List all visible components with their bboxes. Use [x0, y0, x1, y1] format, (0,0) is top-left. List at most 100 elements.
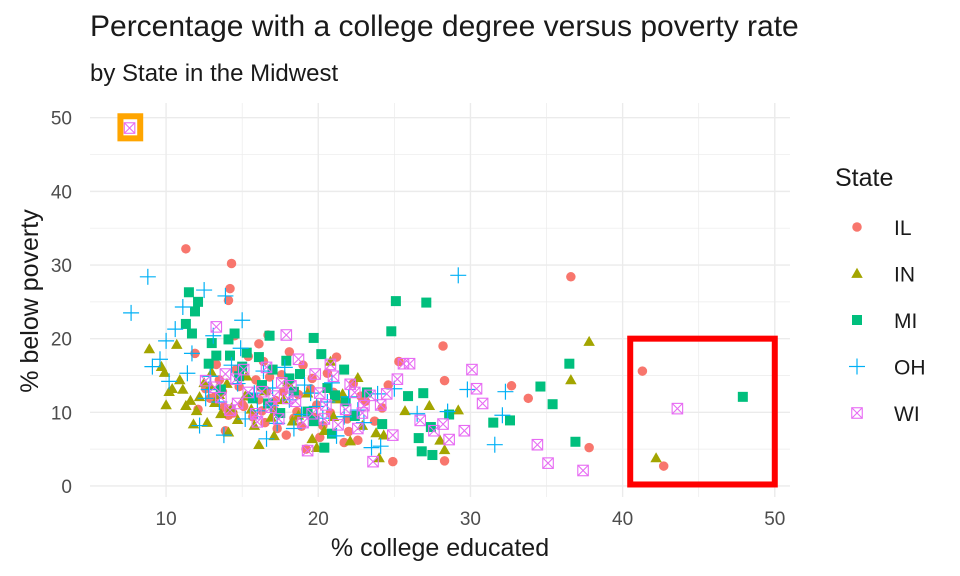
data-point — [199, 374, 212, 387]
data-point — [270, 395, 281, 406]
data-point — [320, 399, 332, 411]
data-point — [444, 409, 455, 420]
data-point — [428, 424, 440, 437]
data-point — [542, 457, 554, 469]
data-point — [377, 419, 388, 430]
data-point — [123, 122, 136, 134]
x-tick-label: 40 — [612, 509, 633, 530]
data-point — [352, 422, 364, 435]
data-point — [193, 296, 204, 307]
data-point — [438, 341, 448, 351]
data-point — [160, 399, 172, 410]
data-point — [324, 358, 337, 371]
data-point — [318, 413, 331, 425]
data-point — [215, 384, 226, 395]
data-point — [332, 419, 344, 431]
data-point — [288, 386, 299, 397]
data-point — [286, 415, 299, 426]
chart-subtitle: by State in the Midwest — [90, 60, 339, 87]
data-point — [217, 287, 234, 304]
legend-label: IN — [894, 264, 915, 287]
data-point — [390, 296, 401, 307]
data-point — [251, 416, 264, 428]
data-point — [201, 416, 213, 427]
data-point — [152, 351, 168, 368]
data-point — [285, 379, 297, 392]
data-point — [637, 366, 648, 376]
data-point — [470, 382, 483, 395]
data-point — [284, 347, 295, 357]
data-point — [319, 393, 336, 410]
data-point — [307, 373, 317, 384]
data-point — [234, 312, 251, 329]
data-point — [380, 388, 393, 400]
data-point — [327, 370, 340, 383]
data-point — [476, 397, 489, 410]
data-point — [340, 388, 357, 405]
data-point — [363, 439, 380, 456]
data-point — [355, 414, 372, 431]
legend-label: MI — [894, 310, 917, 333]
data-point — [167, 321, 184, 338]
data-point — [275, 408, 286, 419]
data-point — [369, 416, 380, 426]
data-point — [535, 381, 546, 392]
y-tick-label: 30 — [51, 256, 72, 277]
y-tick-label: 0 — [61, 477, 72, 498]
data-point — [253, 438, 265, 450]
data-point — [497, 383, 514, 400]
data-point — [211, 359, 222, 370]
data-point — [322, 383, 333, 394]
grid-lines — [90, 103, 790, 497]
data-point — [374, 399, 387, 411]
data-point — [344, 378, 357, 391]
data-point — [163, 385, 175, 397]
legend-title: State — [835, 164, 893, 192]
y-axis-title: % below poverty — [16, 209, 44, 393]
data-point — [577, 464, 589, 477]
data-point — [358, 399, 370, 412]
data-point — [254, 339, 264, 349]
data-point — [547, 399, 558, 410]
data-point — [186, 328, 197, 339]
data-point — [434, 434, 446, 445]
data-point — [671, 402, 684, 415]
data-point — [308, 332, 319, 343]
data-point — [181, 244, 191, 254]
data-point — [302, 406, 313, 417]
data-point — [391, 373, 404, 385]
data-point — [296, 377, 313, 394]
data-point — [155, 360, 168, 371]
legend-item-il: IL — [852, 217, 912, 240]
data-point — [326, 428, 337, 439]
data-point — [308, 398, 325, 415]
data-point — [349, 402, 366, 419]
data-point — [170, 338, 183, 349]
data-point — [388, 456, 398, 467]
data-point — [190, 405, 203, 416]
data-point — [177, 383, 189, 394]
legend-item-in: IN — [851, 264, 915, 287]
data-point — [650, 452, 662, 463]
data-point — [268, 430, 280, 441]
data-point — [452, 404, 465, 415]
data-point — [306, 433, 318, 444]
data-point — [281, 430, 292, 440]
data-point — [439, 403, 456, 420]
data-point — [225, 350, 235, 361]
data-point — [183, 345, 200, 362]
legend-item-wi: WI — [851, 403, 920, 426]
data-point — [399, 405, 411, 416]
data-point — [416, 446, 427, 457]
data-point — [505, 415, 515, 426]
data-point — [316, 349, 327, 360]
data-point — [564, 358, 575, 369]
data-point — [373, 452, 385, 463]
data-point — [506, 381, 517, 391]
data-point — [458, 424, 471, 437]
data-point — [280, 329, 293, 341]
data-point — [427, 450, 438, 461]
data-point — [339, 403, 352, 416]
data-point — [276, 359, 293, 376]
